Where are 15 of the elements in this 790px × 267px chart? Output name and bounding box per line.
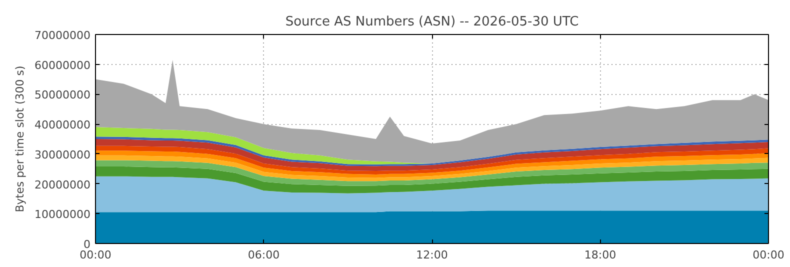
- y-axis-title: Bytes per time slot (300 s): [14, 66, 27, 212]
- x-tick-label: 18:00: [584, 248, 616, 262]
- y-tick-label: 0: [84, 238, 90, 251]
- y-tick-label: 40000000: [34, 118, 91, 132]
- x-tick-label: 12:00: [416, 248, 448, 262]
- y-tick-label: 70000000: [34, 29, 91, 42]
- x-tick-label: 00:00: [80, 248, 112, 262]
- y-tick-label: 30000000: [34, 148, 91, 162]
- y-tick-label: 60000000: [34, 58, 91, 72]
- x-tick-label: 00:00: [752, 248, 784, 262]
- y-tick-label: 50000000: [34, 88, 91, 102]
- x-tick-label: 06:00: [248, 248, 280, 262]
- y-tick-label: 20000000: [34, 178, 91, 192]
- chart-title: Source AS Numbers (ASN) -- 2026-05-30 UTC: [285, 14, 579, 30]
- y-tick-label: 10000000: [34, 208, 91, 222]
